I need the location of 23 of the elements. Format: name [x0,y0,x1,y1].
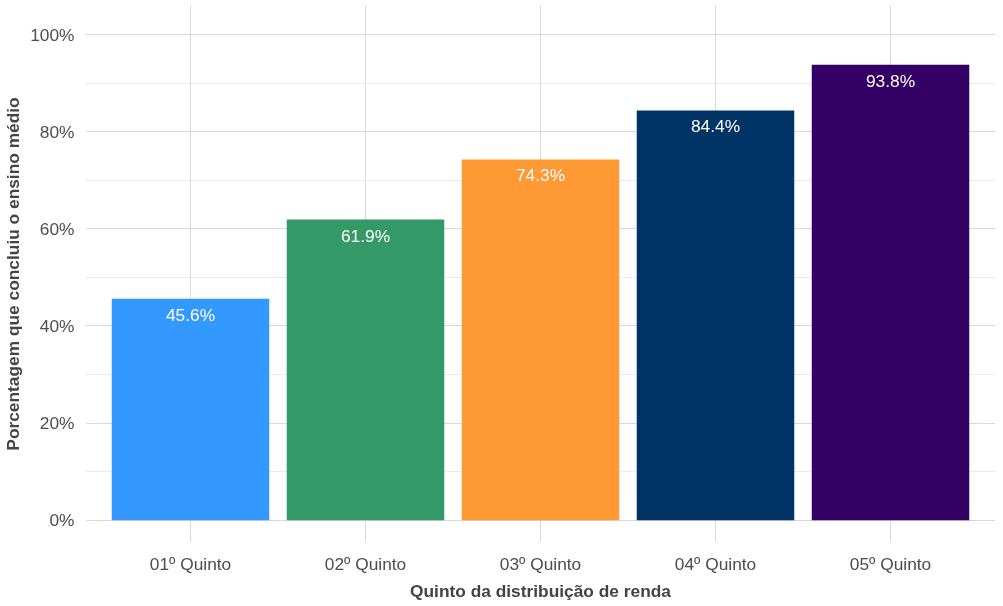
x-tick-label: 02º Quinto [324,553,407,574]
y-tick-label: 100% [30,24,75,45]
y-tick-label: 20% [39,413,75,434]
y-tick-label: 40% [39,315,75,336]
y-tick-label: 60% [39,218,75,239]
data-label: 84.4% [690,116,741,137]
x-tick-label: 04º Quinto [674,553,757,574]
x-tick-label: 03º Quinto [499,553,582,574]
data-label: 93.8% [865,70,916,91]
bar [636,110,795,521]
x-axis-title: Quinto da distribuição de renda [410,580,672,601]
bar [811,64,970,521]
y-axis-title: Porcentagem que concluiu o ensino médio [3,97,24,451]
bar [461,159,620,521]
bar [111,298,270,521]
data-label: 61.9% [340,225,391,246]
y-tick-label: 80% [39,121,75,142]
x-tick-label: 01º Quinto [149,553,232,574]
data-label: 45.6% [165,304,216,325]
data-label: 74.3% [515,165,566,186]
x-tick-label: 05º Quinto [849,553,932,574]
y-tick-label: 0% [49,510,75,531]
bar [286,219,445,521]
